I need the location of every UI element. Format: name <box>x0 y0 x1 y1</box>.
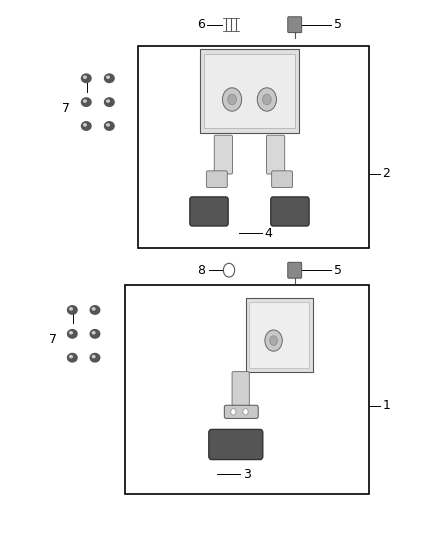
Circle shape <box>223 88 242 111</box>
FancyBboxPatch shape <box>266 135 285 174</box>
Circle shape <box>265 330 282 351</box>
FancyBboxPatch shape <box>214 135 233 174</box>
Text: 3: 3 <box>243 468 251 481</box>
Circle shape <box>257 88 276 111</box>
FancyBboxPatch shape <box>246 297 313 372</box>
Ellipse shape <box>92 308 95 310</box>
Circle shape <box>270 336 278 345</box>
Ellipse shape <box>105 98 114 107</box>
FancyBboxPatch shape <box>288 262 302 278</box>
Bar <box>138 46 369 248</box>
FancyBboxPatch shape <box>224 405 258 418</box>
Text: 5: 5 <box>334 18 343 31</box>
FancyBboxPatch shape <box>271 197 309 226</box>
Text: 5: 5 <box>334 264 343 277</box>
FancyBboxPatch shape <box>204 54 295 128</box>
Circle shape <box>228 94 237 105</box>
FancyBboxPatch shape <box>209 430 263 459</box>
Ellipse shape <box>92 356 95 358</box>
Ellipse shape <box>70 356 72 358</box>
Text: 2: 2 <box>382 167 390 180</box>
Ellipse shape <box>105 122 114 130</box>
FancyBboxPatch shape <box>190 197 228 226</box>
FancyBboxPatch shape <box>272 171 293 188</box>
FancyBboxPatch shape <box>249 302 309 368</box>
Text: 6: 6 <box>197 18 205 31</box>
Ellipse shape <box>81 122 91 130</box>
FancyBboxPatch shape <box>232 372 249 414</box>
Text: 1: 1 <box>382 399 390 412</box>
Text: 7: 7 <box>62 102 70 115</box>
Ellipse shape <box>90 329 100 338</box>
Bar <box>125 285 369 495</box>
Circle shape <box>243 409 248 415</box>
Text: 7: 7 <box>49 333 57 346</box>
Circle shape <box>231 409 236 415</box>
FancyBboxPatch shape <box>288 17 302 33</box>
Ellipse shape <box>84 76 86 78</box>
Text: 8: 8 <box>197 264 205 277</box>
Ellipse shape <box>107 100 110 102</box>
Ellipse shape <box>90 306 100 314</box>
Text: 4: 4 <box>265 227 272 240</box>
Ellipse shape <box>81 74 91 83</box>
Ellipse shape <box>105 74 114 83</box>
Ellipse shape <box>67 353 77 362</box>
Ellipse shape <box>107 124 110 126</box>
Ellipse shape <box>84 100 86 102</box>
Ellipse shape <box>67 306 77 314</box>
FancyBboxPatch shape <box>200 49 299 133</box>
FancyBboxPatch shape <box>206 171 227 188</box>
Ellipse shape <box>70 308 72 310</box>
Ellipse shape <box>70 332 72 334</box>
Ellipse shape <box>92 332 95 334</box>
Circle shape <box>262 94 271 105</box>
Ellipse shape <box>84 124 86 126</box>
Ellipse shape <box>67 329 77 338</box>
Ellipse shape <box>107 76 110 78</box>
Circle shape <box>223 263 235 277</box>
Ellipse shape <box>81 98 91 107</box>
Ellipse shape <box>90 353 100 362</box>
